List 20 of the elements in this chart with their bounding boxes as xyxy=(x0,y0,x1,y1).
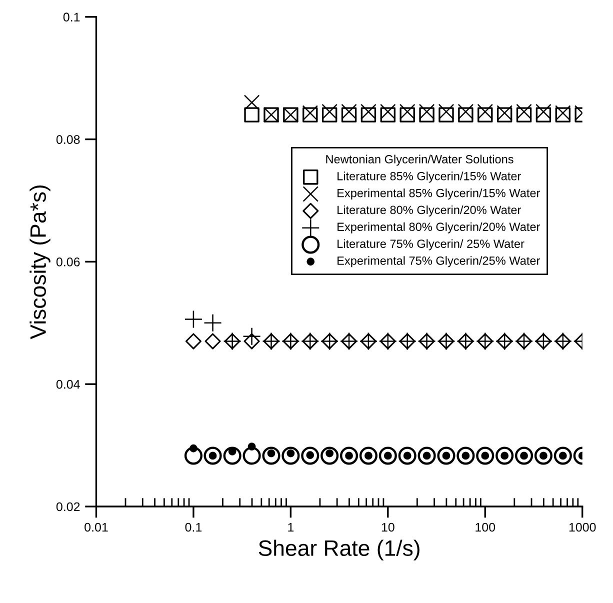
x-tick-label: 100 xyxy=(476,522,496,532)
y-tick-label: 0.06 xyxy=(56,258,80,266)
legend-label: Experimental 75% Glycerin/25% Water xyxy=(338,256,540,268)
y-tick-label: 0.1 xyxy=(63,12,80,22)
x-tick-label: 0.1 xyxy=(185,522,202,532)
x-tick-label: 1000 xyxy=(569,522,596,532)
legend-label: Literature 75% Glycerin/ 25% Water xyxy=(338,239,524,250)
legend-title: Newtonian Glycerin/Water Solutions xyxy=(326,154,514,166)
y-tick-label: 0.04 xyxy=(56,380,80,389)
y-tick-label: 0.08 xyxy=(56,135,80,144)
legend-label: Literature 80% Glycerin/20% Water xyxy=(338,205,521,216)
legend-label: Experimental 80% Glycerin/20% Water xyxy=(338,222,540,234)
x-tick-label: 1 xyxy=(288,522,294,532)
x-tick-label: 0.01 xyxy=(84,522,108,532)
y-tick-label: 0.02 xyxy=(56,502,80,512)
legend-label: Literature 85% Glycerin/15% Water xyxy=(338,172,521,183)
x-tick-label: 10 xyxy=(382,522,394,532)
legend-label: Experimental 85% Glycerin/15% Water xyxy=(338,188,540,200)
x-axis-title: Shear Rate (1/s) xyxy=(258,540,420,560)
y-axis-title: Viscosity (Pa*s) xyxy=(30,185,50,340)
